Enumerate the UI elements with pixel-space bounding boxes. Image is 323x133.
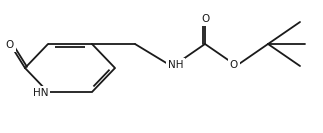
Text: NH: NH [168,60,183,70]
Text: HN: HN [33,88,48,98]
Text: O: O [6,40,14,50]
Text: O: O [201,14,209,24]
Text: O: O [230,60,238,70]
